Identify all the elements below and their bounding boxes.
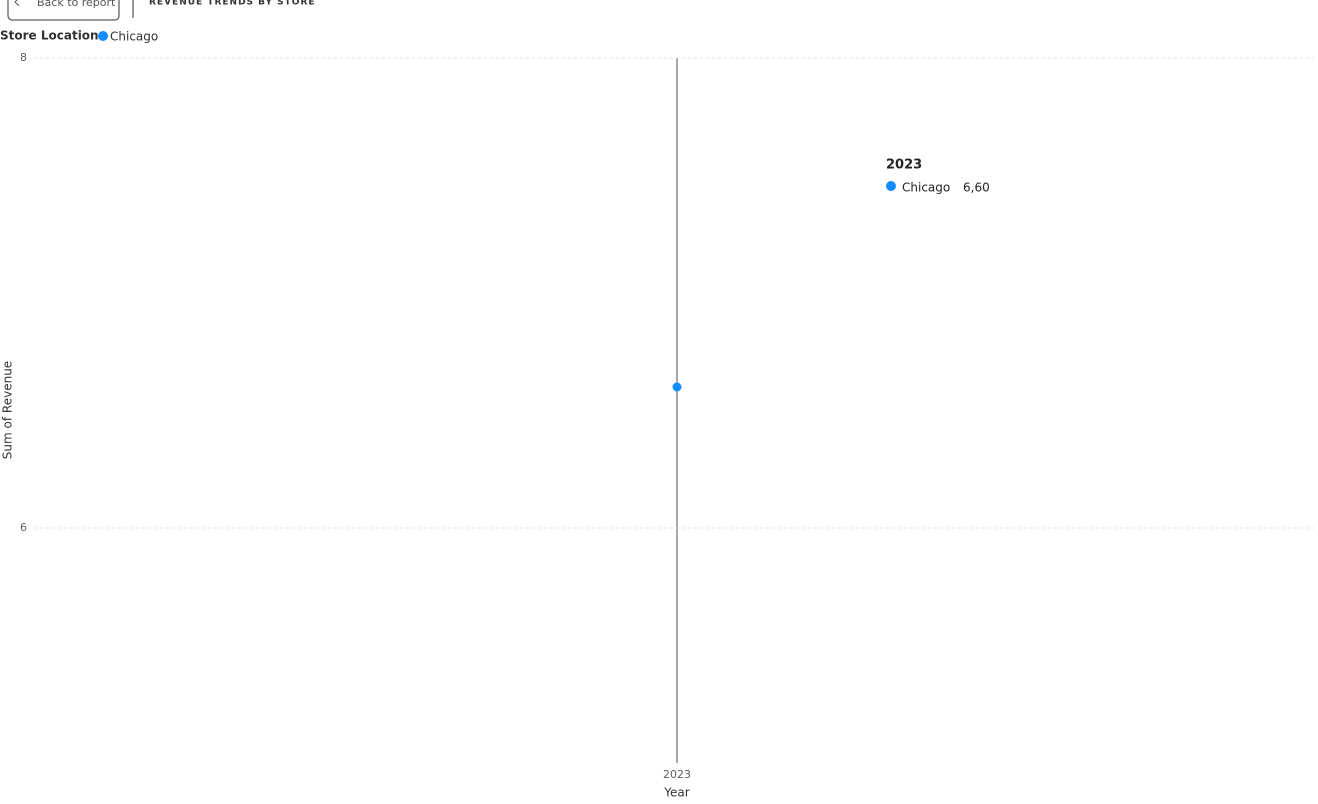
tooltip-marker <box>886 181 896 191</box>
tooltip <box>874 148 1004 200</box>
tooltip-value: 6,60 <box>963 181 990 195</box>
legend-marker <box>98 31 108 41</box>
y-tick-label: 6 <box>20 521 27 534</box>
tooltip-series: Chicago <box>902 181 950 195</box>
x-axis-label: Year <box>663 786 689 800</box>
back-icon <box>14 0 20 7</box>
y-axis-label: Sum of Revenue <box>1 361 15 459</box>
y-tick-label: 8 <box>20 51 27 64</box>
legend-label: Chicago <box>110 30 158 44</box>
chart-title: REVENUE TRENDS BY STORE <box>149 0 316 8</box>
tooltip-title: 2023 <box>886 158 922 173</box>
data-point <box>672 382 682 392</box>
back-button[interactable] <box>7 0 120 21</box>
legend-title: Store Location <box>0 29 99 43</box>
back-button-label[interactable]: Back to report <box>37 0 116 9</box>
x-tick-label: 2023 <box>663 768 691 781</box>
